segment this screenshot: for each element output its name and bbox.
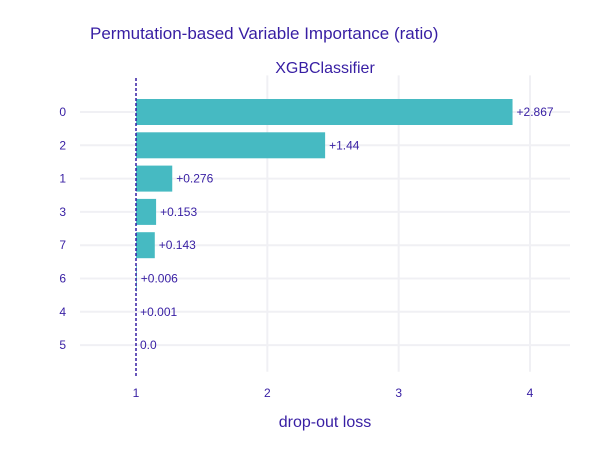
y-tick-label-0: 0 [59,105,66,119]
x-tick-label-3: 3 [395,386,402,400]
bar-value-label-0: +2.867 [517,105,554,119]
bar-value-label-7: +0.143 [159,238,196,252]
y-tick-label-7: 7 [59,238,66,252]
x-tick-label-4: 4 [527,386,534,400]
bar-value-label-4: +0.001 [140,305,177,319]
bar-3 [136,198,157,225]
label-layer: +2.867 +1.44 +0.276 +0.153 +0.143 +0.006 +0.00… [140,105,554,352]
bar-2 [136,132,326,159]
y-tick-label-5: 5 [59,338,66,352]
y-tick-label-6: 6 [59,272,66,286]
axis-layer: 0 2 1 3 7 6 4 5 1 2 3 4 [59,78,534,400]
bar-value-label-2: +1.44 [329,138,360,152]
y-tick-label-4: 4 [59,305,66,319]
y-tick-label-3: 3 [59,205,66,219]
x-tick-label-2: 2 [264,386,271,400]
chart-subtitle: XGBClassifier [275,60,375,77]
chart-title: Permutation-based Variable Importance (r… [90,24,438,43]
y-tick-label-2: 2 [59,138,66,152]
bar-layer [136,99,513,292]
bar-1 [136,165,173,192]
bar-7 [136,232,155,259]
bar-value-label-5: 0.0 [140,338,157,352]
bar-value-label-6: +0.006 [141,272,178,286]
bar-0 [136,99,513,125]
x-tick-label-1: 1 [133,386,140,400]
bar-value-label-3: +0.153 [160,205,197,219]
y-tick-label-1: 1 [59,172,66,186]
x-axis-label: drop-out loss [279,414,372,431]
bar-value-label-1: +0.276 [176,172,213,186]
